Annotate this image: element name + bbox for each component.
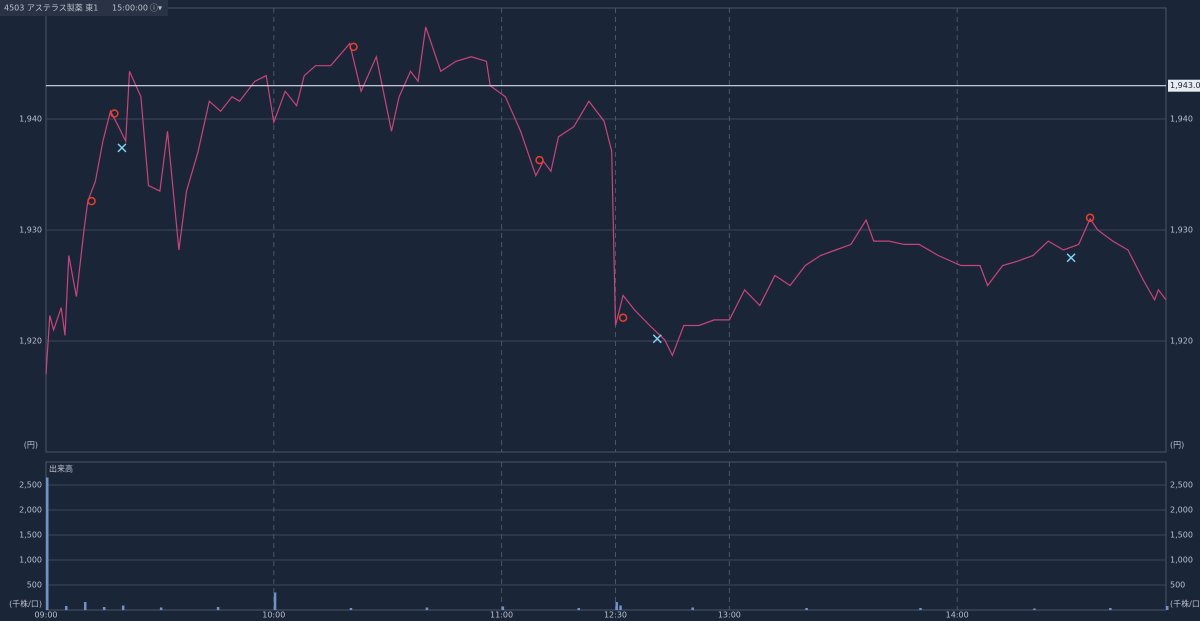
volume-bar (1033, 608, 1036, 610)
reference-label-bg (1168, 79, 1200, 92)
volume-title: 出来高 (49, 464, 73, 474)
circle-marker (1085, 213, 1095, 223)
volume-bar (619, 605, 622, 610)
volume-bar (159, 607, 163, 610)
volume-bar (1166, 606, 1169, 610)
x-tick-label: 14:00 (946, 611, 969, 620)
volume-bar (349, 608, 353, 610)
y-tick-label-right: 1,920 (1170, 337, 1193, 346)
volume-bar (64, 606, 68, 610)
cross-marker (117, 143, 127, 153)
y-tick-label-right: 500 (1170, 581, 1185, 590)
y-tick-label-right: 2,500 (1170, 481, 1193, 490)
header-time: 15:00:00 (112, 4, 148, 13)
volume-bar (273, 592, 277, 610)
x-tick-label: 13:00 (718, 611, 741, 620)
volume-bar (425, 607, 429, 610)
volume-bar (1109, 608, 1112, 610)
y-tick-label: 1,940 (19, 115, 42, 124)
circle-marker (535, 155, 544, 165)
y-tick-label-right: 1,930 (1170, 226, 1193, 235)
volume-bar (691, 607, 694, 610)
price-unit: (円) (24, 441, 38, 450)
volume-bar (501, 606, 505, 610)
y-tick-label: 1,500 (19, 531, 42, 540)
price-line (45, 26, 1167, 375)
circle-marker (349, 42, 358, 52)
y-tick-label: 2,000 (19, 506, 42, 515)
x-tick-label: 12:30 (604, 611, 627, 620)
y-tick-label: 1,920 (19, 337, 42, 346)
y-tick-label: 1,000 (19, 556, 42, 565)
y-tick-label-right: 1,000 (1170, 556, 1193, 565)
cross-marker (1066, 253, 1076, 263)
volume-bar (615, 602, 618, 610)
x-tick-label: 10:00 (262, 611, 285, 620)
volume-bar (102, 607, 106, 610)
volume-bar (216, 607, 220, 610)
volume-bar (805, 608, 808, 610)
x-tick-label: 09:00 (34, 611, 57, 620)
reference-label: 1,943.0 (1170, 81, 1200, 90)
volume-bar (919, 608, 922, 610)
info-icon[interactable]: ⓘ▾ (150, 4, 162, 13)
y-tick-label: 2,500 (19, 481, 42, 490)
volume-unit-right: (千株/口) (1170, 599, 1200, 609)
x-tick-label: 11:00 (490, 611, 513, 620)
volume-bar (46, 477, 49, 610)
price-unit-right: (円) (1170, 441, 1184, 450)
circle-marker (87, 196, 96, 206)
y-tick-label: 1,930 (19, 226, 42, 235)
y-tick-label-right: 1,940 (1170, 115, 1193, 124)
y-tick-label: 500 (27, 581, 42, 590)
header-title: 4503 アステラス製薬 東1 (4, 3, 98, 13)
volume-bar (83, 602, 87, 610)
volume-unit: (千株/口) (9, 599, 42, 609)
circle-marker (618, 313, 628, 322)
cross-marker (652, 334, 662, 344)
volume-bar (121, 605, 125, 610)
volume-bar (577, 608, 581, 610)
circle-marker (110, 109, 119, 118)
header-bar (0, 0, 168, 16)
y-tick-label-right: 2,000 (1170, 506, 1193, 515)
y-tick-label-right: 1,500 (1170, 531, 1193, 540)
